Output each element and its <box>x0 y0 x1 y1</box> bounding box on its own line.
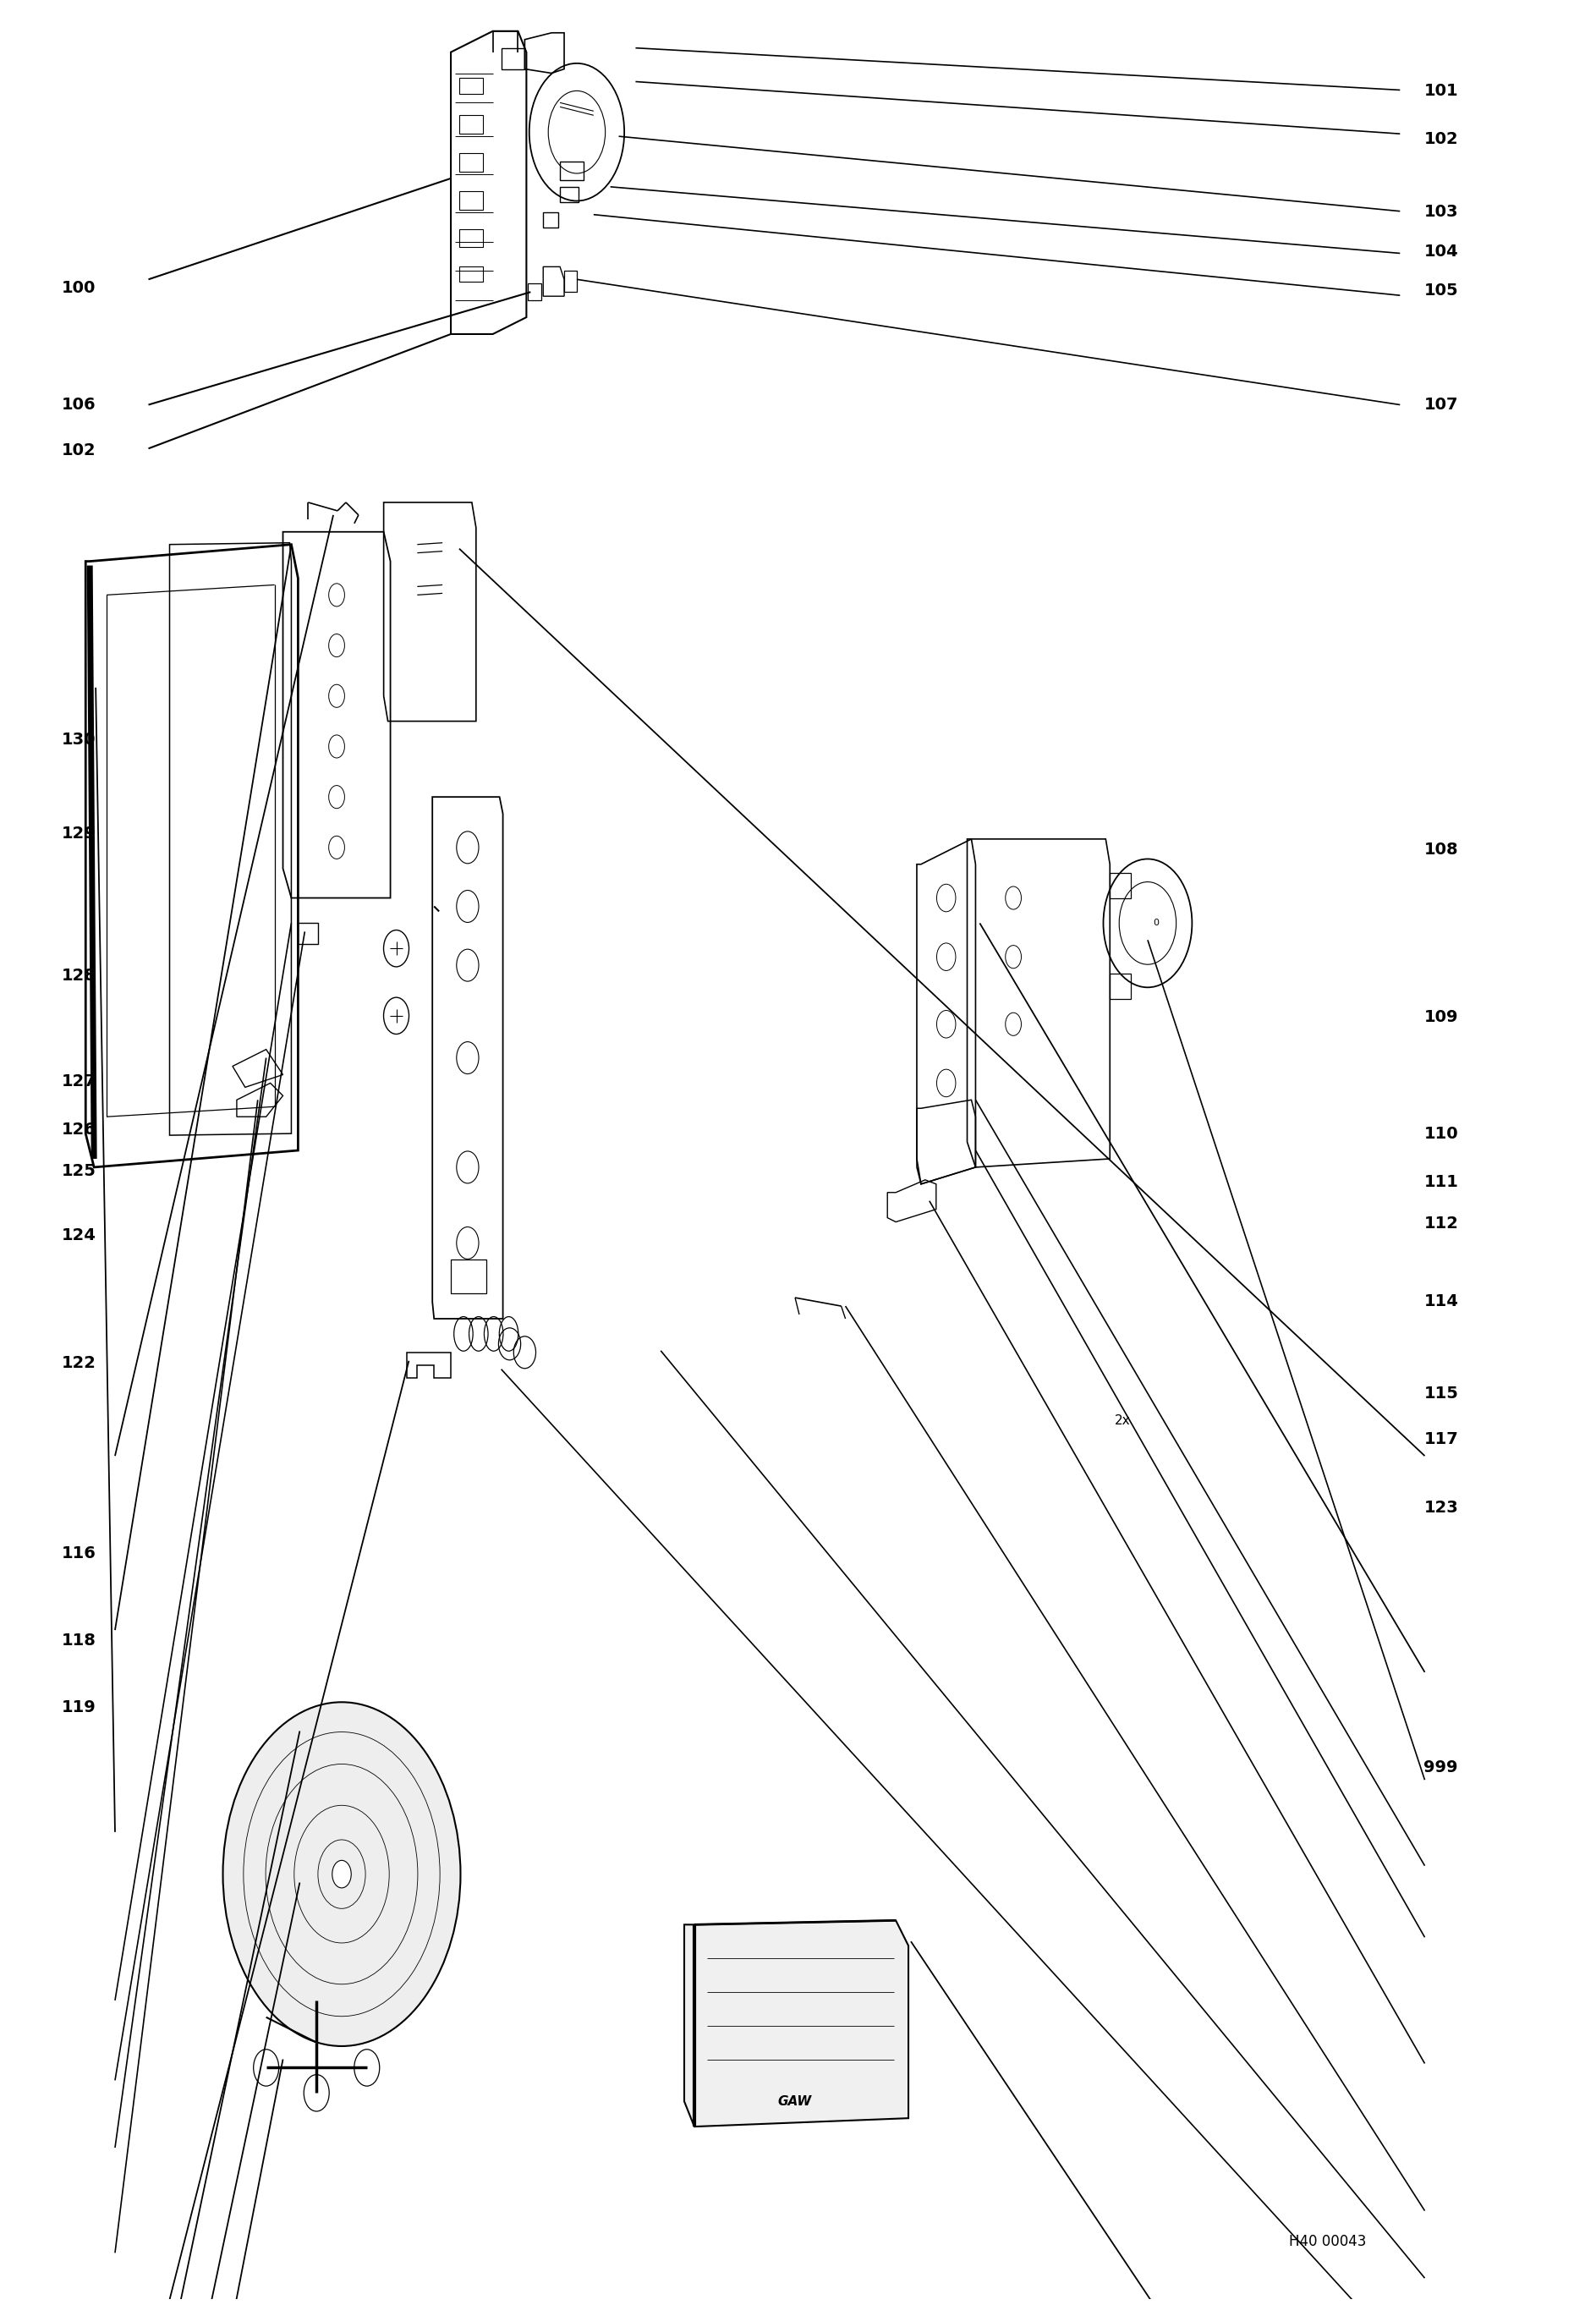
Text: 108: 108 <box>1424 841 1459 857</box>
Text: 130: 130 <box>61 731 96 747</box>
Text: 115: 115 <box>1424 1385 1459 1401</box>
Text: 101: 101 <box>1424 83 1459 99</box>
Text: 109: 109 <box>1424 1010 1459 1026</box>
Text: 100: 100 <box>61 279 96 295</box>
Polygon shape <box>685 1920 908 2128</box>
Text: 107: 107 <box>1424 396 1459 413</box>
Text: 103: 103 <box>1424 205 1459 221</box>
Text: 102: 102 <box>1424 131 1459 148</box>
Text: 123: 123 <box>1424 1501 1459 1517</box>
Circle shape <box>303 2074 329 2111</box>
Circle shape <box>254 2049 279 2086</box>
Text: 127: 127 <box>61 1074 96 1090</box>
Circle shape <box>223 1701 461 2047</box>
Text: 104: 104 <box>1424 244 1459 258</box>
Circle shape <box>354 2049 380 2086</box>
Text: 112: 112 <box>1424 1215 1459 1231</box>
Text: 118: 118 <box>61 1632 96 1648</box>
Text: 129: 129 <box>61 825 96 841</box>
Text: 117: 117 <box>1424 1431 1459 1448</box>
Circle shape <box>332 1860 351 1888</box>
Text: 102: 102 <box>61 443 96 459</box>
Text: 126: 126 <box>61 1123 96 1139</box>
Text: H40 00043: H40 00043 <box>1290 2234 1366 2250</box>
Text: 114: 114 <box>1424 1293 1459 1309</box>
Text: 110: 110 <box>1424 1127 1459 1143</box>
Text: 999: 999 <box>1424 1759 1459 1775</box>
Text: 122: 122 <box>61 1355 96 1371</box>
Text: 128: 128 <box>61 968 96 984</box>
Text: 0: 0 <box>1152 920 1159 927</box>
Text: 124: 124 <box>61 1226 96 1242</box>
Text: 119: 119 <box>61 1699 96 1715</box>
Text: 116: 116 <box>61 1547 96 1563</box>
Text: 2x: 2x <box>1116 1415 1130 1427</box>
Text: 105: 105 <box>1424 281 1459 297</box>
Text: 125: 125 <box>61 1162 96 1178</box>
Text: GAW: GAW <box>777 2095 812 2107</box>
Text: 111: 111 <box>1424 1173 1459 1189</box>
Text: 106: 106 <box>61 396 96 413</box>
